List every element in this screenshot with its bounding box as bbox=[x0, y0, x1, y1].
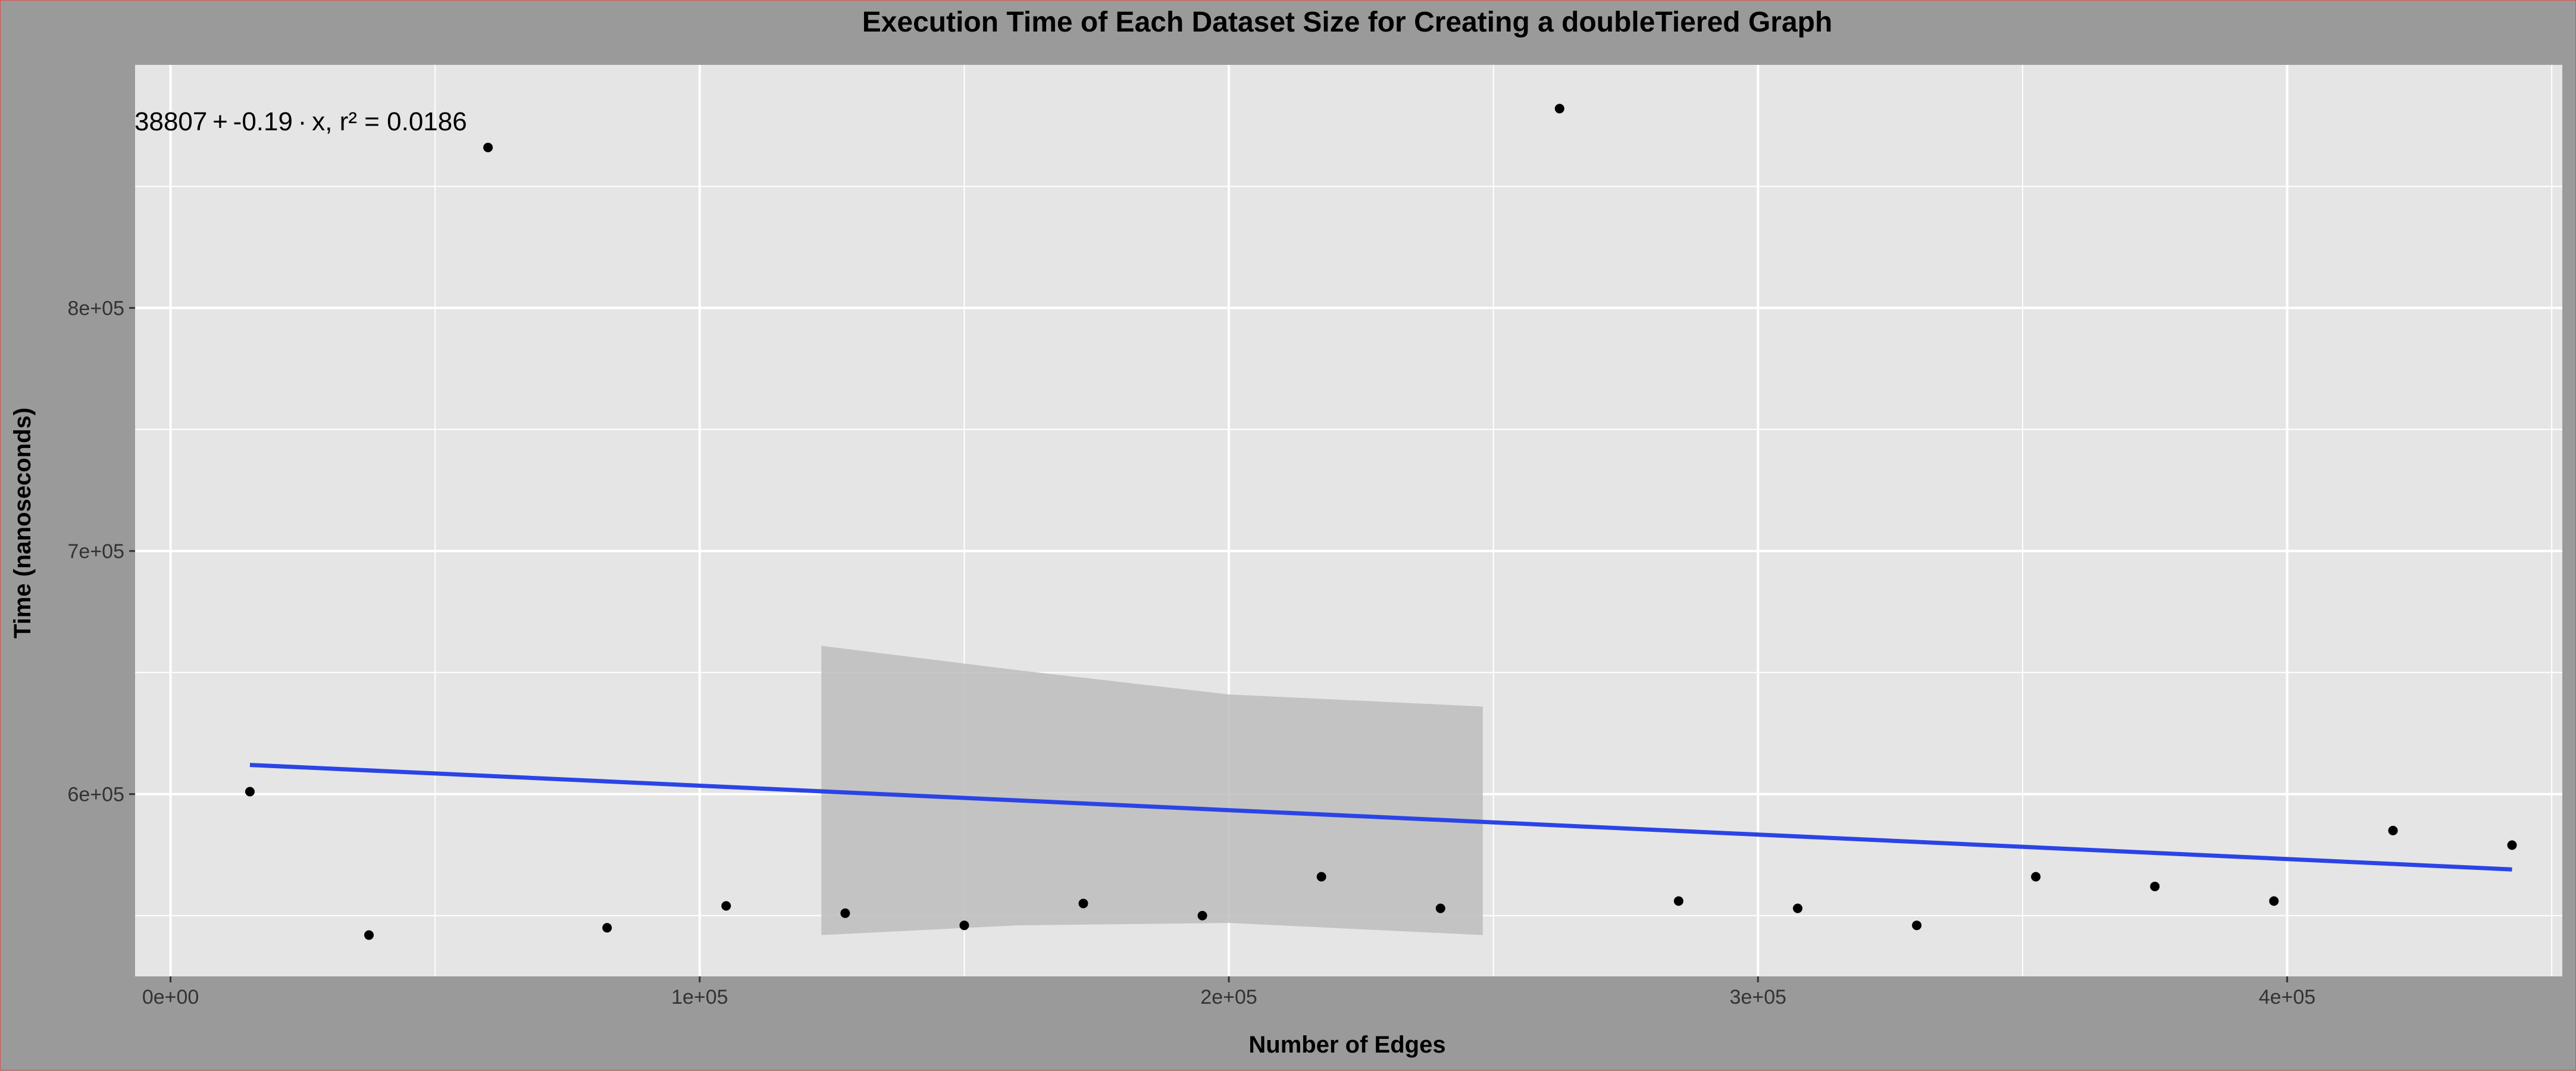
data-point bbox=[1673, 896, 1683, 906]
data-point bbox=[1078, 898, 1088, 909]
x-tick-label: 2e+05 bbox=[1200, 986, 1257, 1009]
tick-labels: 0e+00 1e+05 2e+05 3e+05 4e+05 6e+05 7e+05 8e+05 bbox=[68, 298, 2316, 1009]
x-tick-label: 0e+00 bbox=[142, 986, 199, 1009]
chart-title: Execution Time of Each Dataset Size for … bbox=[862, 7, 1833, 38]
data-point bbox=[1435, 903, 1445, 913]
regression-equation: 38807 + -0.19 · x, r² = 0.0186 bbox=[134, 107, 467, 136]
data-point bbox=[602, 923, 612, 933]
y-tick-label: 7e+05 bbox=[68, 540, 125, 563]
data-point bbox=[1554, 104, 1564, 114]
confidence-band bbox=[821, 646, 1483, 935]
data-point bbox=[959, 920, 969, 931]
data-points bbox=[245, 104, 2517, 940]
data-point bbox=[2269, 896, 2279, 906]
data-point bbox=[483, 142, 493, 152]
x-axis-title: Number of Edges bbox=[1248, 1032, 1445, 1058]
data-point bbox=[1197, 910, 1207, 920]
regression-line bbox=[249, 763, 2512, 872]
data-point bbox=[1912, 920, 1922, 931]
x-tick-label: 3e+05 bbox=[1730, 986, 1787, 1009]
axis-ticks bbox=[129, 307, 2289, 982]
x-tick-label: 1e+05 bbox=[671, 986, 728, 1009]
data-point bbox=[2388, 825, 2398, 835]
data-point bbox=[1793, 903, 1803, 913]
data-point bbox=[364, 930, 374, 940]
data-point bbox=[2507, 840, 2517, 850]
data-point bbox=[1316, 872, 1326, 882]
x-tick-label: 4e+05 bbox=[2259, 986, 2316, 1009]
data-point bbox=[245, 787, 255, 797]
data-point bbox=[840, 908, 850, 918]
y-tick-label: 6e+05 bbox=[68, 784, 125, 806]
data-point bbox=[2150, 881, 2160, 891]
data-point bbox=[721, 901, 731, 911]
y-tick-label: 8e+05 bbox=[68, 298, 125, 320]
data-point bbox=[2031, 872, 2041, 882]
y-axis-title: Time (nanoseconds) bbox=[10, 408, 36, 638]
